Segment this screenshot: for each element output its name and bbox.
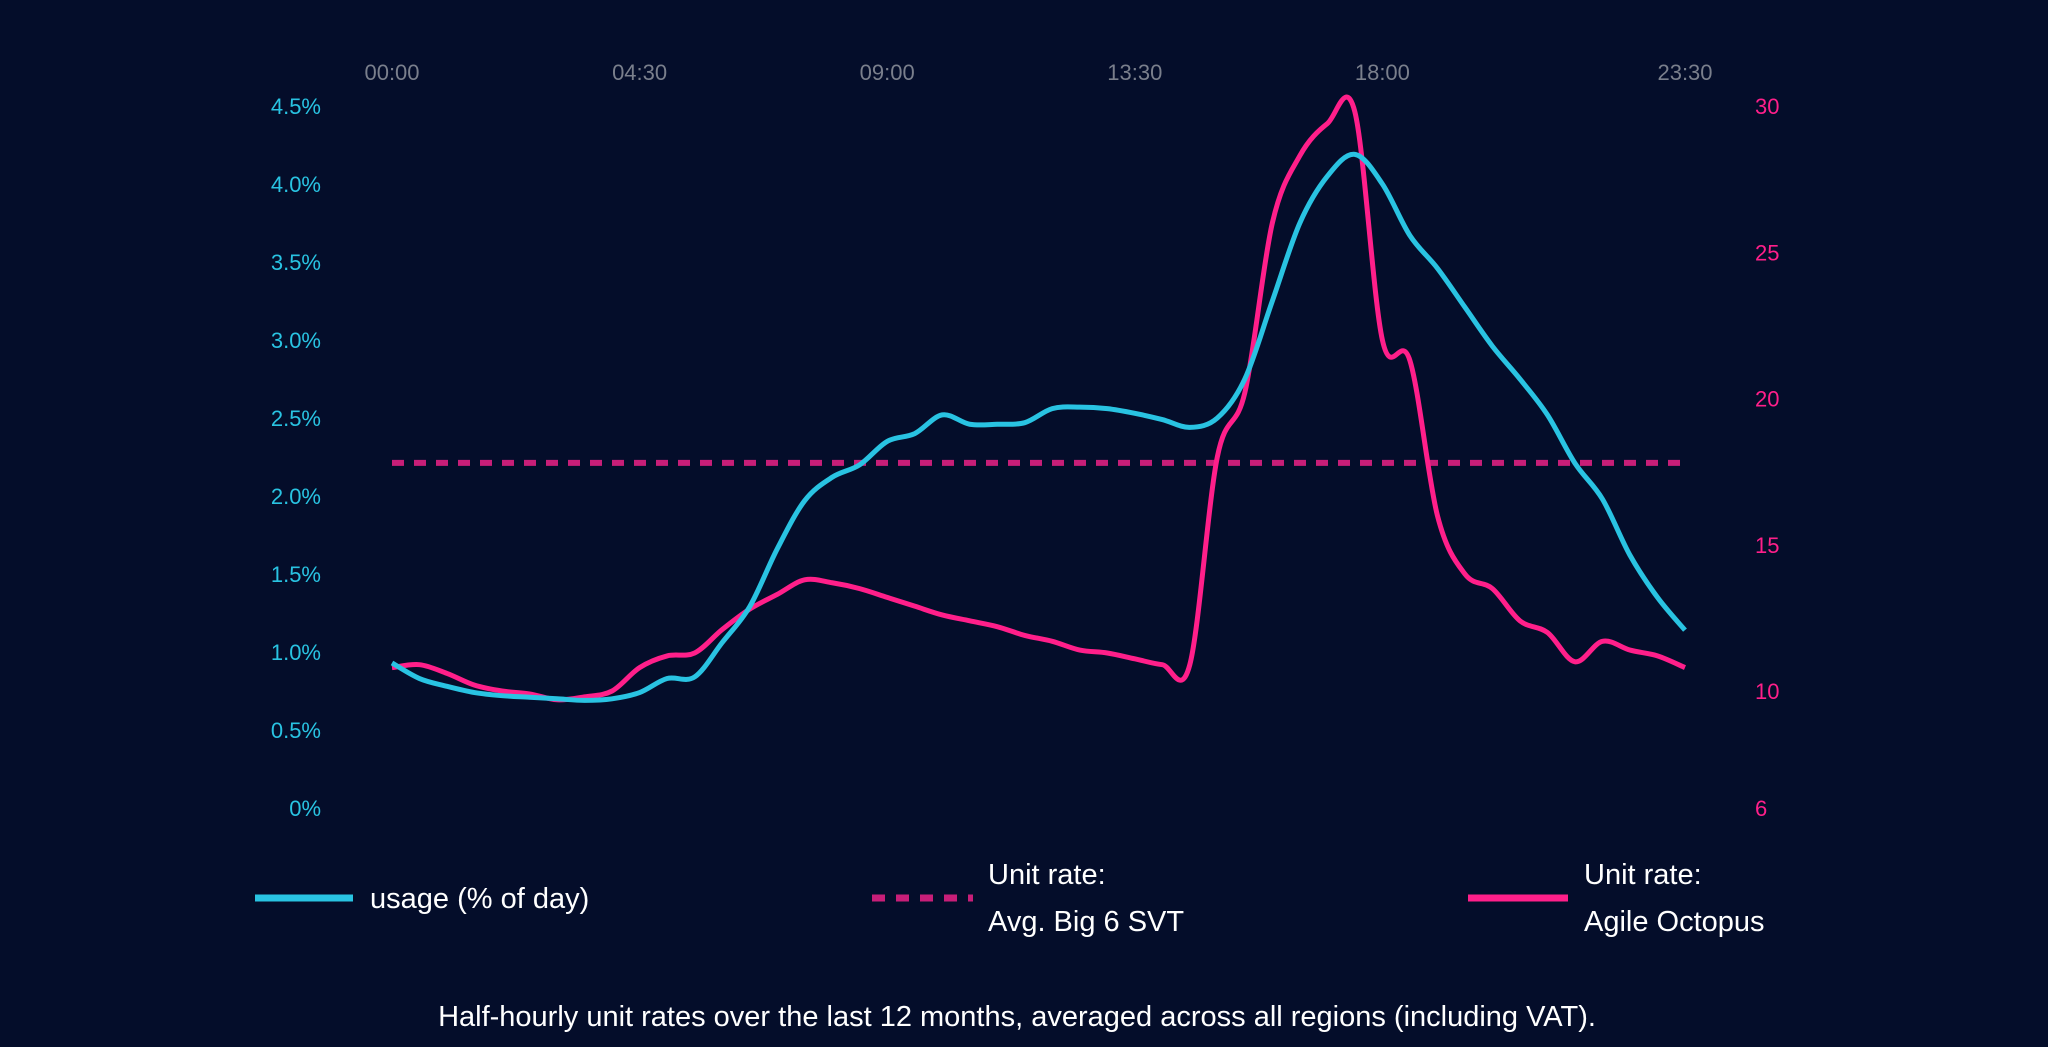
right-tick-label: 15 bbox=[1755, 533, 1779, 558]
legend-svt-label-line1: Unit rate: bbox=[988, 859, 1106, 891]
x-tick-label: 09:00 bbox=[860, 60, 915, 85]
x-tick-label: 18:00 bbox=[1355, 60, 1410, 85]
x-tick-label: 04:30 bbox=[612, 60, 667, 85]
right-tick-label: 20 bbox=[1755, 387, 1779, 412]
right-tick-label: 10 bbox=[1755, 679, 1779, 704]
right-axis-ticks: 6 10 15 20 25 30 bbox=[1755, 94, 1779, 821]
usage-line bbox=[390, 151, 1687, 703]
left-tick-label: 0% bbox=[289, 796, 321, 821]
left-axis-ticks: 0% 0.5% 1.0% 1.5% 2.0% 2.5% 3.0% 3.5% 4.0% 4.5% bbox=[271, 94, 321, 821]
left-tick-label: 1.0% bbox=[271, 640, 321, 665]
right-tick-label: 30 bbox=[1755, 94, 1779, 119]
left-tick-label: 3.5% bbox=[271, 250, 321, 275]
x-tick-label: 00:00 bbox=[364, 60, 419, 85]
legend-agile-label-line1: Unit rate: bbox=[1584, 859, 1702, 891]
left-tick-label: 0.5% bbox=[271, 718, 321, 743]
left-tick-label: 1.5% bbox=[271, 562, 321, 587]
left-tick-label: 4.0% bbox=[271, 172, 321, 197]
series-lines bbox=[390, 94, 1687, 703]
legend-agile-label-line2: Agile Octopus bbox=[1584, 906, 1765, 938]
legend-svt-label-line2: Avg. Big 6 SVT bbox=[988, 906, 1184, 938]
agile-octopus-line bbox=[391, 94, 1687, 703]
x-axis-ticks: 00:00 04:30 09:00 13:30 18:00 23:30 bbox=[364, 60, 1712, 85]
left-tick-label: 2.0% bbox=[271, 484, 321, 509]
x-tick-label: 23:30 bbox=[1657, 60, 1712, 85]
right-tick-label: 25 bbox=[1755, 240, 1779, 265]
chart-caption: Half-hourly unit rates over the last 12 … bbox=[438, 1001, 1596, 1033]
left-tick-label: 4.5% bbox=[271, 94, 321, 119]
left-tick-label: 2.5% bbox=[271, 406, 321, 431]
legend-usage-label: usage (% of day) bbox=[370, 883, 589, 915]
x-tick-label: 13:30 bbox=[1107, 60, 1162, 85]
right-tick-label: 6 bbox=[1755, 796, 1767, 821]
left-tick-label: 3.0% bbox=[271, 328, 321, 353]
legend: usage (% of day) Unit rate: Avg. Big 6 S… bbox=[255, 859, 1765, 938]
